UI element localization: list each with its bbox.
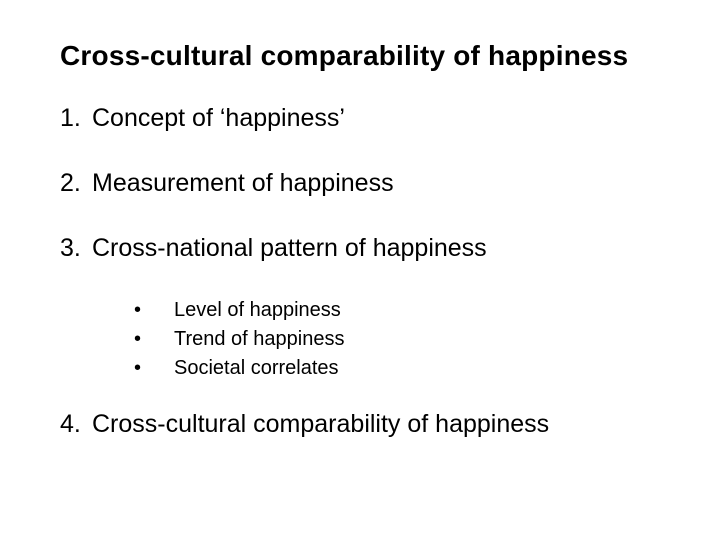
item-number: 1.: [60, 104, 92, 133]
slide-title: Cross-cultural comparability of happines…: [60, 40, 672, 72]
item-text: Concept of ‘happiness’: [92, 104, 672, 133]
item-text: Cross-cultural comparability of happines…: [92, 410, 672, 439]
sub-list-item: • Societal correlates: [134, 357, 672, 380]
item-text: Cross-national pattern of happiness: [92, 234, 672, 263]
item-number: 4.: [60, 410, 92, 439]
list-item: 2. Measurement of happiness: [60, 169, 672, 198]
item-number: 2.: [60, 169, 92, 198]
bullet-icon: •: [134, 328, 174, 351]
slide-container: { "title": "Cross-cultural comparability…: [0, 0, 720, 540]
item-number: 3.: [60, 234, 92, 263]
sub-item-text: Societal correlates: [174, 357, 672, 380]
sub-item-text: Level of happiness: [174, 299, 672, 322]
numbered-list: 1. Concept of ‘happiness’ 2. Measurement…: [60, 104, 672, 263]
list-item: 4. Cross-cultural comparability of happi…: [60, 410, 672, 439]
sub-list-item: • Trend of happiness: [134, 328, 672, 351]
sub-bullet-list: • Level of happiness • Trend of happines…: [134, 299, 672, 380]
list-item: 1. Concept of ‘happiness’: [60, 104, 672, 133]
bullet-icon: •: [134, 299, 174, 322]
sub-item-text: Trend of happiness: [174, 328, 672, 351]
bullet-icon: •: [134, 357, 174, 380]
sub-list-item: • Level of happiness: [134, 299, 672, 322]
numbered-list-continued: 4. Cross-cultural comparability of happi…: [60, 410, 672, 439]
item-text: Measurement of happiness: [92, 169, 672, 198]
list-item: 3. Cross-national pattern of happiness: [60, 234, 672, 263]
